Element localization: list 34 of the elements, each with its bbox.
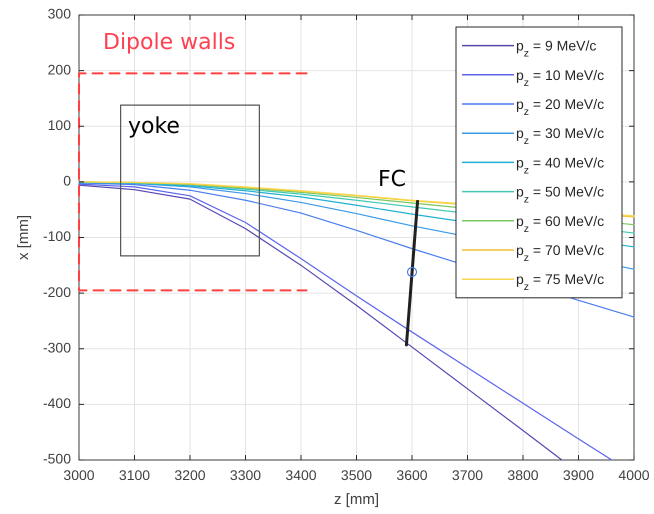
legend-label: p$_{z}$ = 10 MeV/c [516, 66, 604, 89]
x-tick-label: 3800 [507, 467, 539, 483]
y-tick-label: 300 [48, 6, 72, 22]
x-tick-label: 3900 [562, 467, 594, 483]
x-tick-label: 3300 [230, 467, 262, 483]
legend-label: p$_{z}$ = 20 MeV/c [516, 96, 604, 118]
x-tick-label: 3200 [174, 467, 206, 483]
x-tick-label: 3400 [285, 467, 317, 483]
y-tick-label: 100 [48, 116, 72, 133]
x-tick-label: 3100 [118, 467, 150, 483]
annotation: yoke [128, 114, 180, 140]
legend-label: p$_{z}$ = 60 MeV/c [516, 212, 604, 235]
legend-label: p$_{z}$ = 70 MeV/c [516, 242, 604, 264]
legend-label: p$_{z}$ = 50 MeV/c [516, 184, 604, 206]
y-tick-label: -200 [42, 284, 72, 300]
y-axis-title: x [mm] [15, 215, 32, 260]
y-tick-label: -100 [42, 228, 72, 244]
y-tick-label: 200 [48, 61, 72, 78]
legend-label: p$_{z}$ = 9 MeV/c [516, 38, 596, 60]
annotation: Dipole walls [103, 30, 236, 56]
legend-label: p$_{z}$ = 40 MeV/c [516, 154, 604, 176]
y-tick-label: -500 [42, 450, 72, 467]
x-tick-label: 3600 [396, 467, 428, 483]
y-tick-label: -300 [42, 339, 72, 356]
annotation: FC [378, 167, 406, 192]
x-axis-title: z [mm] [334, 491, 379, 508]
x-tick-label: 3000 [63, 467, 95, 483]
x-tick-label: 3700 [452, 467, 484, 483]
legend-label: p$_{z}$ = 30 MeV/c [516, 125, 604, 148]
x-tick-label: 4000 [618, 467, 650, 483]
legend-label: p$_{z}$ = 75 MeV/c [516, 271, 604, 294]
x-tick-label: 3500 [340, 467, 372, 483]
y-tick-label: 0 [63, 172, 72, 189]
y-tick-label: -400 [42, 395, 72, 412]
